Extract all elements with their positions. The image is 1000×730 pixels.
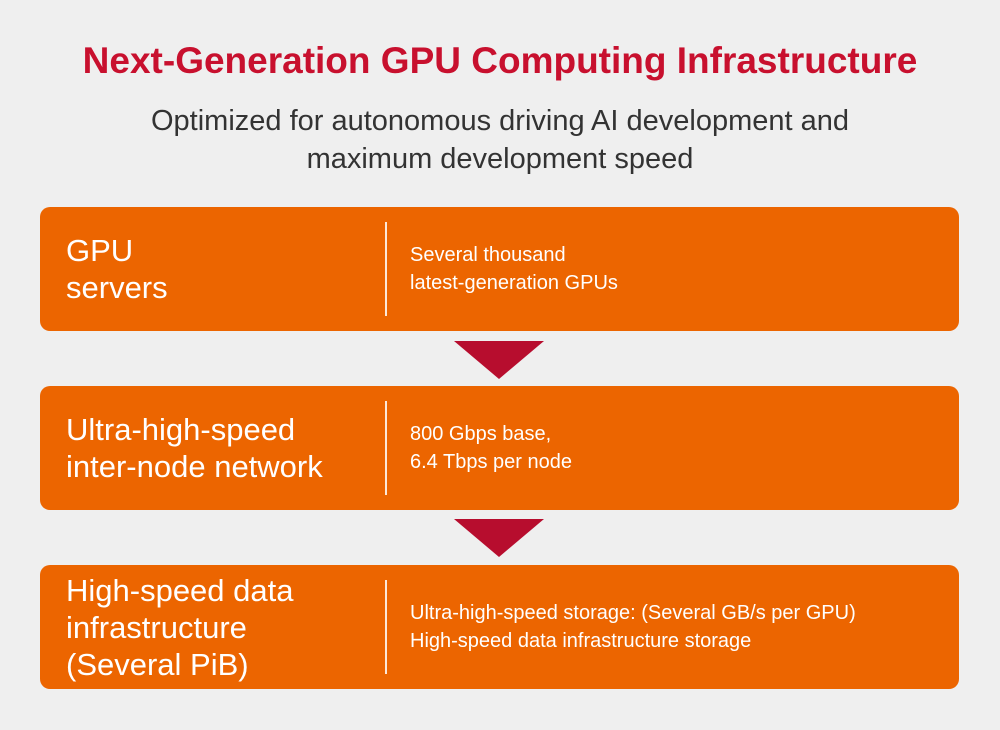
stage-gpu-servers: GPU servers Several thousand latest-gene… — [40, 207, 959, 331]
stage-network: Ultra-high-speed inter-node network 800 … — [40, 386, 959, 510]
stage-label: GPU servers — [66, 233, 168, 305]
stage-divider — [385, 401, 387, 495]
stage-divider — [385, 222, 387, 316]
down-arrow-icon — [454, 341, 544, 379]
stage-description: 800 Gbps base, 6.4 Tbps per node — [410, 423, 572, 473]
stage-divider — [385, 580, 387, 674]
stage-label: High-speed data infrastructure (Several … — [66, 572, 294, 682]
diagram-title: Next-Generation GPU Computing Infrastruc… — [82, 40, 918, 81]
diagram-subtitle: Optimized for autonomous driving AI deve… — [150, 105, 849, 175]
down-arrow-icon — [454, 519, 544, 557]
stage-description: Ultra-high-speed storage: (Several GB/s … — [410, 602, 856, 652]
stage-description: Several thousand latest-generation GPUs — [410, 244, 618, 294]
stage-label: Ultra-high-speed inter-node network — [66, 412, 323, 484]
stage-data-infrastructure: High-speed data infrastructure (Several … — [40, 565, 959, 689]
